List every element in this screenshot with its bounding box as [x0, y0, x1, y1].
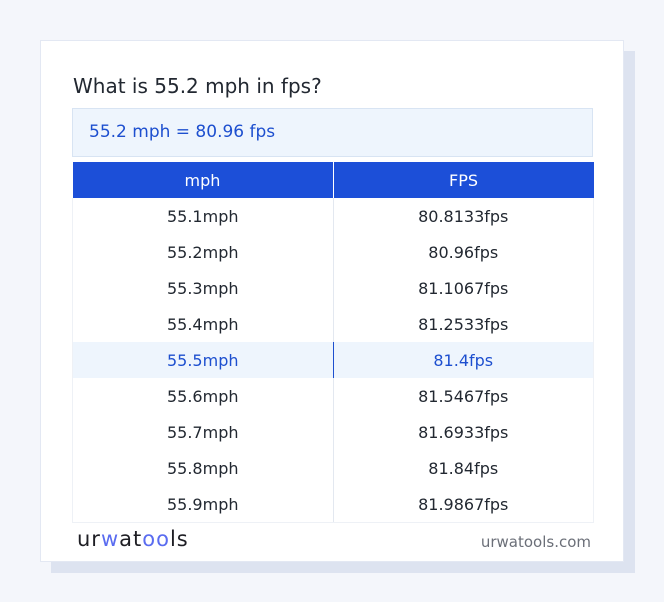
- fps-cell: 81.9867fps: [333, 486, 594, 523]
- result-text: 55.2 mph = 80.96 fps: [89, 122, 276, 142]
- table-row: 55.3mph 81.1067fps: [72, 270, 594, 306]
- table-row: 55.7mph 81.6933fps: [72, 414, 594, 450]
- fps-cell: 80.8133fps: [333, 198, 594, 234]
- mph-cell: 55.9mph: [72, 486, 334, 523]
- mph-cell: 55.7mph: [72, 414, 334, 450]
- fps-cell: 81.6933fps: [333, 414, 594, 450]
- fps-cell: 81.5467fps: [333, 378, 594, 414]
- fps-cell: 81.1067fps: [333, 270, 594, 306]
- mph-cell: 55.4mph: [72, 306, 334, 342]
- table-row: 55.2mph 80.96fps: [72, 234, 594, 270]
- site-link[interactable]: urwatools.com: [480, 533, 591, 551]
- mph-cell: 55.5mph: [72, 342, 334, 378]
- mph-cell: 55.6mph: [72, 378, 334, 414]
- table-row: 55.9mph 81.9867fps: [72, 486, 594, 523]
- mph-cell: 55.8mph: [72, 450, 334, 486]
- result-box: 55.2 mph = 80.96 fps: [72, 108, 593, 157]
- table-row: 55.8mph 81.84fps: [72, 450, 594, 486]
- column-header-mph: mph: [72, 162, 334, 198]
- converter-card: What is 55.2 mph in fps? 55.2 mph = 80.9…: [40, 40, 624, 562]
- fps-cell: 81.2533fps: [333, 306, 594, 342]
- conversion-table: mph FPS 55.1mph 80.8133fps 55.2mph 80.96fps…: [72, 162, 594, 523]
- table-row: 55.1mph 80.8133fps: [72, 198, 594, 234]
- mph-cell: 55.1mph: [72, 198, 334, 234]
- table-header-row: mph FPS: [72, 162, 594, 198]
- urwatools-logo[interactable]: urwatools: [77, 527, 189, 551]
- table-row: 55.5mph 81.4fps: [72, 342, 594, 378]
- mph-cell: 55.3mph: [72, 270, 334, 306]
- fps-cell: 80.96fps: [333, 234, 594, 270]
- mph-cell: 55.2mph: [72, 234, 334, 270]
- page-title: What is 55.2 mph in fps?: [73, 74, 322, 98]
- fps-cell: 81.84fps: [333, 450, 594, 486]
- table-row: 55.6mph 81.5467fps: [72, 378, 594, 414]
- fps-cell: 81.4fps: [333, 342, 594, 378]
- column-header-fps: FPS: [333, 162, 594, 198]
- table-row: 55.4mph 81.2533fps: [72, 306, 594, 342]
